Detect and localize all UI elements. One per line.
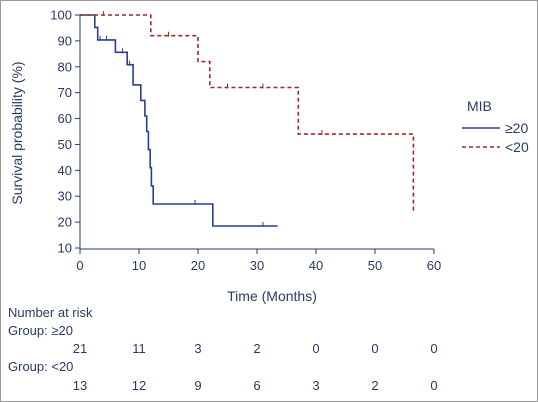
risk-value: 6 [253, 378, 260, 393]
x-tick-label: 0 [76, 258, 83, 273]
risk-group-label-1: Group: ≥20 [8, 323, 73, 338]
risk-group-label-2: Group: <20 [8, 359, 73, 374]
risk-value: 0 [371, 341, 378, 356]
risk-value: 0 [430, 341, 437, 356]
legend: MIB ≥20 <20 [462, 98, 529, 155]
y-tick-label: 80 [58, 59, 72, 74]
y-tick-label: 100 [50, 8, 72, 23]
risk-table-title: Number at risk [8, 305, 93, 320]
y-tick-label: 10 [58, 241, 72, 256]
y-tick-label: 50 [58, 137, 72, 152]
series-layer [80, 11, 415, 227]
x-axis-ticks: 0 10 20 30 40 50 60 [76, 249, 441, 273]
x-tick-label: 40 [309, 258, 323, 273]
risk-value: 2 [253, 341, 260, 356]
risk-row-1: 21 11 3 2 0 0 0 [73, 341, 438, 356]
y-axis-ticks: 10 20 30 40 50 60 70 80 90 100 [50, 8, 80, 256]
y-tick-label: 90 [58, 33, 72, 48]
x-axis-title: Time (Months) [227, 288, 317, 304]
risk-value: 12 [132, 378, 146, 393]
y-tick-label: 70 [58, 85, 72, 100]
risk-value: 0 [312, 341, 319, 356]
risk-value: 21 [73, 341, 87, 356]
legend-title: MIB [467, 98, 492, 114]
legend-label-series-2: <20 [505, 139, 529, 155]
risk-value: 3 [312, 378, 319, 393]
number-at-risk-table: Number at risk Group: ≥20 21 11 3 2 0 0 0 Grou… [8, 305, 438, 393]
y-tick-label: 30 [58, 189, 72, 204]
y-tick-label: 20 [58, 215, 72, 230]
risk-value: 3 [194, 341, 201, 356]
y-tick-label: 60 [58, 111, 72, 126]
risk-value: 0 [430, 378, 437, 393]
risk-value: 2 [371, 378, 378, 393]
series-line-2 [80, 14, 415, 212]
risk-value: 13 [73, 378, 87, 393]
risk-value: 11 [132, 341, 146, 356]
legend-label-series-1: ≥20 [505, 120, 528, 136]
x-tick-label: 20 [191, 258, 205, 273]
x-tick-label: 30 [250, 258, 264, 273]
x-tick-label: 50 [368, 258, 382, 273]
y-axis-title: Survival probability (%) [9, 61, 25, 204]
x-tick-label: 60 [427, 258, 441, 273]
risk-row-2: 13 12 9 6 3 2 0 [73, 378, 438, 393]
x-tick-label: 10 [132, 258, 146, 273]
y-tick-label: 40 [58, 163, 72, 178]
risk-value: 9 [194, 378, 201, 393]
series-line-1 [80, 14, 278, 227]
